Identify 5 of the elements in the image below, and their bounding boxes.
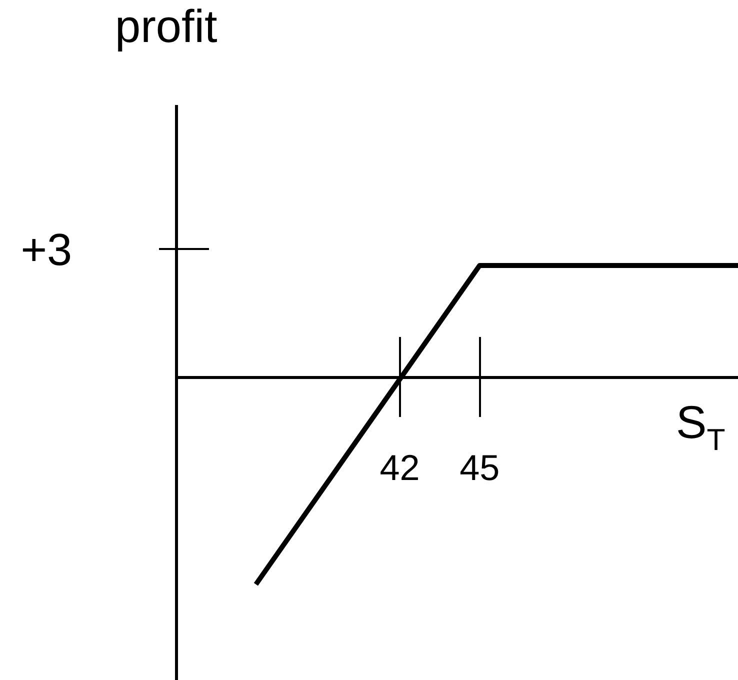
x-axis-title: S$_{T}$ — [676, 396, 726, 457]
y-axis-title: profit — [115, 0, 218, 52]
x-tick-label: 42 — [380, 446, 420, 488]
x-tick-label: 45 — [460, 446, 500, 488]
text: +3 — [20, 224, 72, 275]
